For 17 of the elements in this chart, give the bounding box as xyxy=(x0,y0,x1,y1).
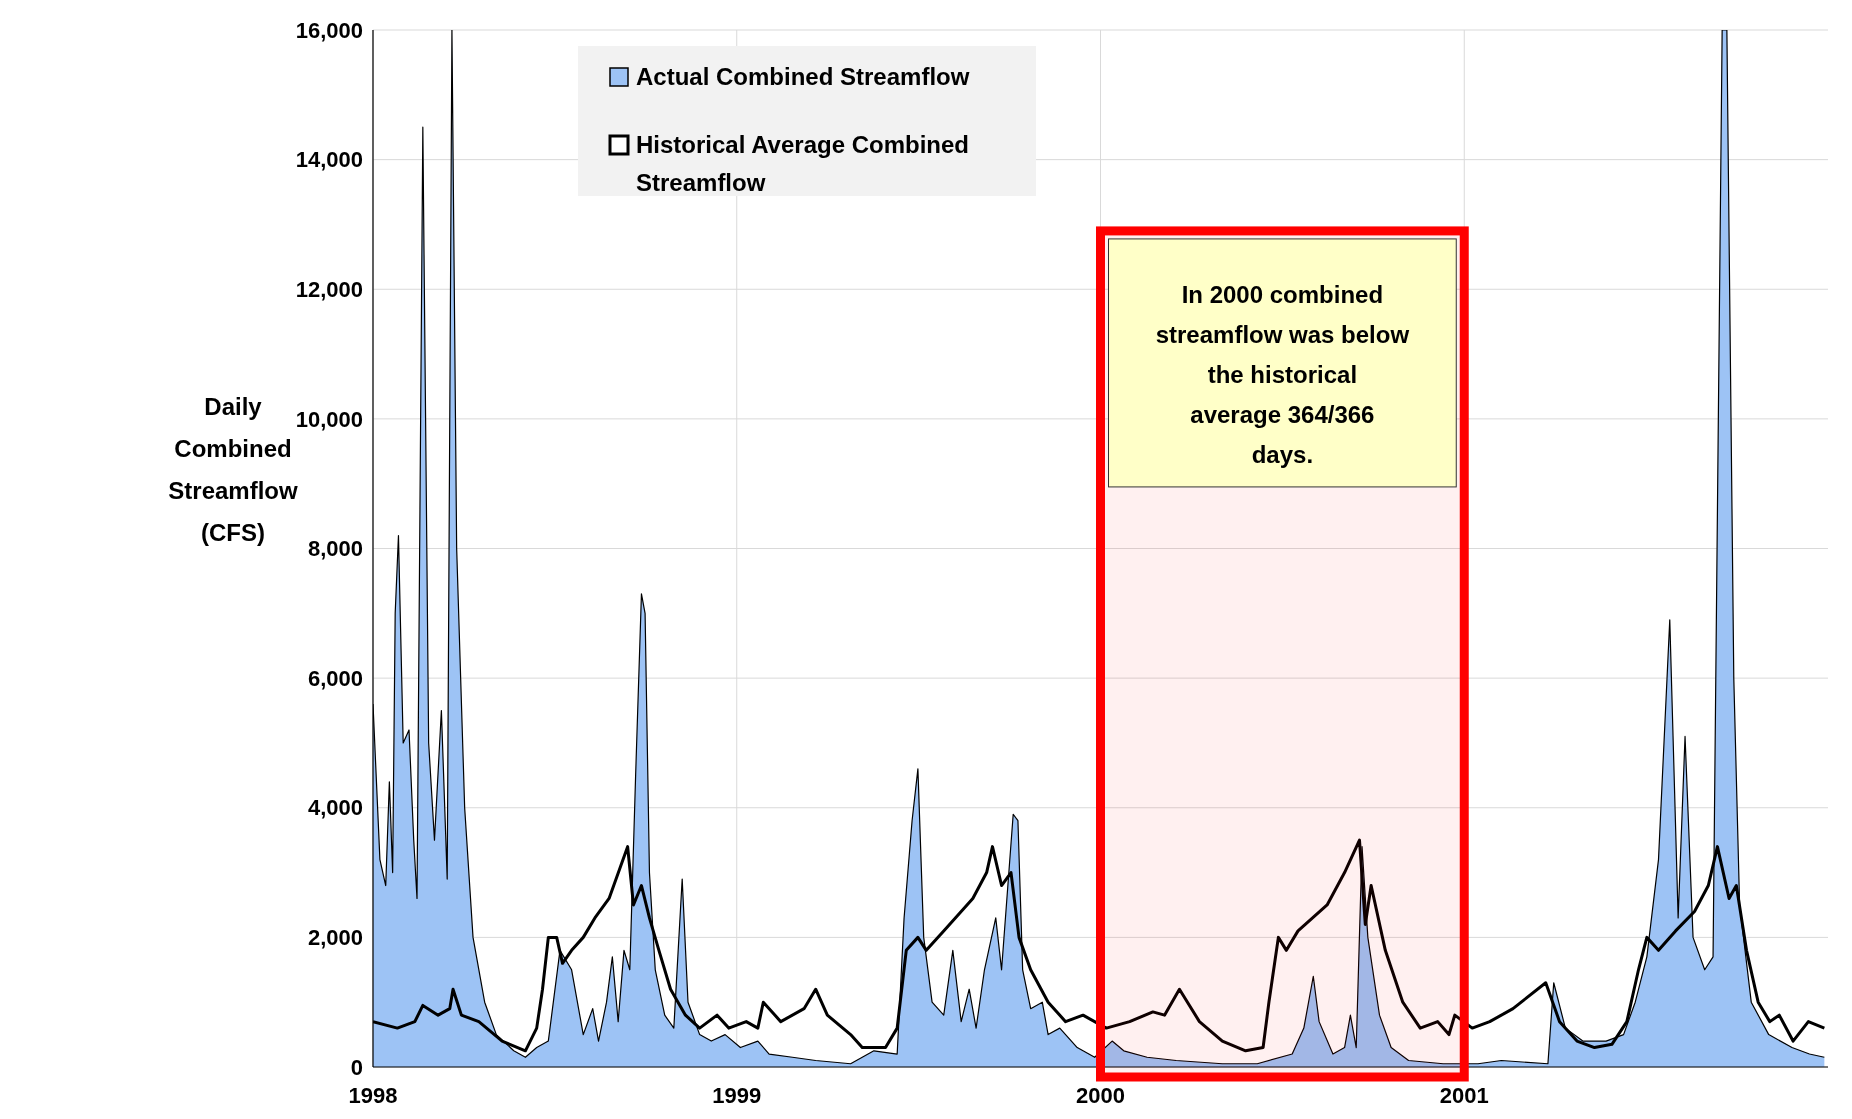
y-tick-label: 8,000 xyxy=(307,536,363,562)
y-tick-label: 6,000 xyxy=(307,665,363,691)
y-tick-label: 10,000 xyxy=(295,406,363,432)
x-tick-label: 1999 xyxy=(712,1083,762,1108)
note-box: In 2000 combined streamflow was below the historical average 364/366 days. xyxy=(1108,238,1457,488)
x-tick-label: 2001 xyxy=(1439,1083,1489,1108)
legend-label: Actual Combined Streamflow xyxy=(636,63,970,90)
y-tick-label: 2,000 xyxy=(307,925,363,951)
x-tick-label: 2000 xyxy=(1076,1083,1125,1108)
legend-label: Historical Average Combined Streamflow xyxy=(636,131,969,196)
x-tick-label: 1998 xyxy=(348,1083,398,1108)
y-tick-label: 4,000 xyxy=(307,795,363,821)
band-label: In 2000 combined streamflow was below the historical average 364/366 days. xyxy=(1155,280,1410,468)
y-tick-label: 16,000 xyxy=(295,17,363,43)
y-tick-label: 14,000 xyxy=(295,147,363,173)
y-tick-label: 0 xyxy=(350,1054,363,1080)
y-tick-label: 12,000 xyxy=(295,276,363,302)
